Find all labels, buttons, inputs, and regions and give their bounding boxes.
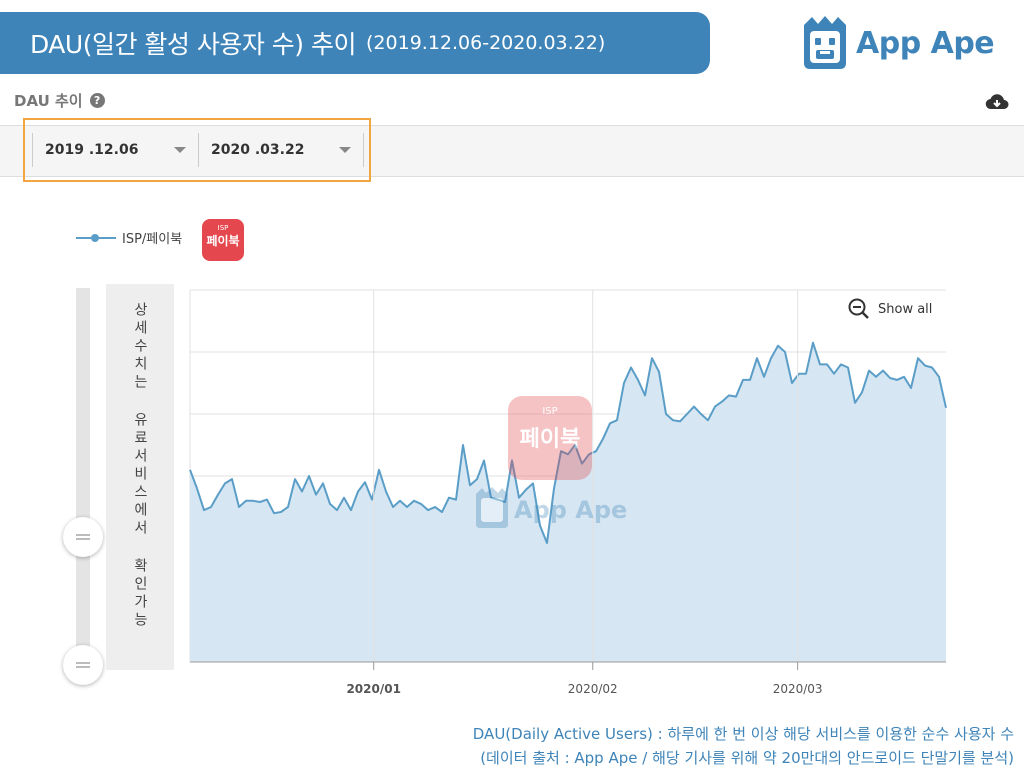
- range-slider-handle-top[interactable]: [63, 517, 103, 557]
- brand-logo: App Ape: [800, 14, 995, 72]
- date-highlight-box: [23, 118, 371, 182]
- footnote-line-1: DAU(Daily Active Users) : 하루에 한 번 이상 해당 …: [472, 725, 1014, 743]
- chart-x-axis: 2020/01 2020/02 2020/03: [190, 290, 946, 696]
- legend-series-name: ISP/페이북: [122, 232, 183, 247]
- chart-area-layer: [189, 341, 947, 662]
- app-badge-main-text: 페이북: [206, 234, 240, 248]
- x-tick-label: 2020/03: [773, 682, 823, 696]
- section-title: DAU 추이 ?: [14, 90, 105, 111]
- range-slider-track[interactable]: [76, 288, 90, 664]
- legend-line-swatch: [76, 231, 116, 245]
- paid-service-notice: 상세수치는 유료서비스에서 확인가능: [106, 284, 174, 670]
- date-toolbar: [0, 125, 1024, 177]
- chart-legend[interactable]: ISP/페이북: [76, 228, 182, 247]
- watermark-brand: App Ape: [514, 496, 627, 524]
- watermark-badge-main: 페이북: [520, 427, 581, 452]
- end-date-select[interactable]: 2020 .03.22: [198, 133, 364, 167]
- paid-service-notice-text: 상세수치는 유료서비스에서 확인가능: [132, 302, 148, 630]
- start-date-select[interactable]: 2019 .12.06: [32, 133, 198, 167]
- date-range-label: (2019.12.06-2020.03.22): [366, 32, 606, 54]
- show-all-label: Show all: [878, 301, 933, 317]
- app-badge-top-text: ISP: [217, 224, 229, 232]
- help-icon[interactable]: ?: [89, 93, 105, 108]
- title-banner: DAU(일간 활성 사용자 수) 추이 (2019.12.06-2020.03.…: [0, 12, 710, 74]
- range-slider-handle-bottom[interactable]: [63, 645, 103, 685]
- chevron-down-icon: [174, 147, 186, 153]
- zoom-out-icon: [848, 298, 869, 319]
- app-icon-badge: ISP 페이북: [202, 219, 244, 261]
- section-title-text: DAU 추이: [14, 92, 83, 110]
- x-tick-label: 2020/02: [568, 682, 618, 696]
- x-tick-label: 2020/01: [346, 682, 400, 696]
- chevron-down-icon: [339, 147, 351, 153]
- show-all-button[interactable]: Show all: [848, 298, 932, 320]
- watermark-badge-top: ISP: [542, 406, 557, 417]
- brand-name: App Ape: [856, 25, 995, 61]
- ape-mascot-icon: [804, 16, 846, 69]
- series-area-fill: [190, 342, 946, 662]
- chart-footnote: DAU(Daily Active Users) : 하루에 한 번 이상 해당 …: [473, 722, 1014, 770]
- chart-grid: [189, 289, 946, 662]
- chart-watermark: ISP 페이북 App Ape: [470, 396, 630, 536]
- footnote-line-2: (데이터 출처 : App Ape / 해당 기사를 위해 약 20만대의 안드…: [480, 749, 1014, 767]
- start-date-value: 2019 .12.06: [45, 142, 139, 158]
- series-line: [189, 341, 947, 544]
- cloud-download-icon[interactable]: [985, 92, 1009, 112]
- page-title: DAU(일간 활성 사용자 수) 추이: [30, 30, 357, 59]
- end-date-value: 2020 .03.22: [211, 142, 305, 158]
